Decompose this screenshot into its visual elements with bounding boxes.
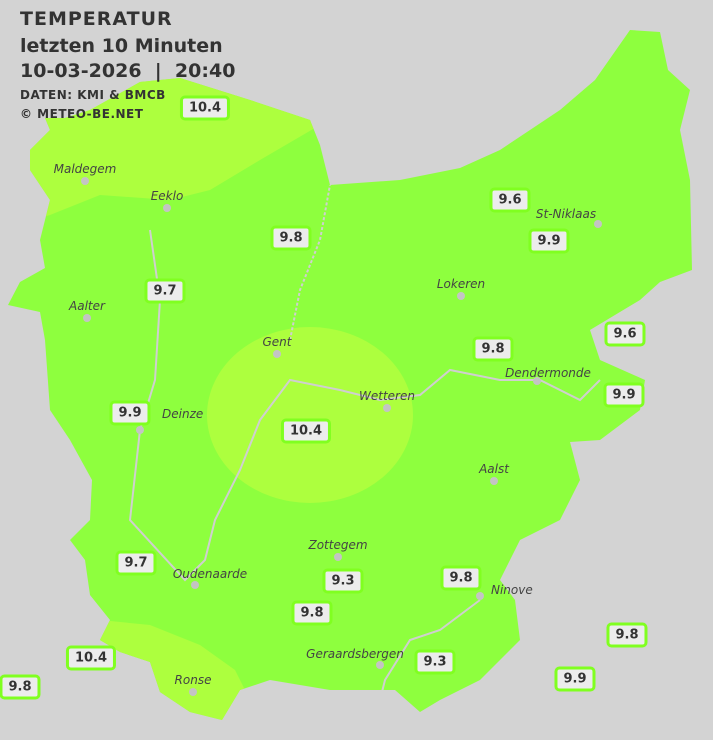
station-temperature[interactable]: 9.9	[109, 400, 151, 426]
city-label: Deinze	[162, 407, 204, 421]
station-temperature[interactable]: 9.6	[604, 321, 646, 347]
city-label: Eeklo	[150, 189, 184, 203]
city-dot	[476, 592, 484, 600]
station-temperature[interactable]: 10.4	[179, 95, 231, 121]
station-temperature[interactable]: 9.9	[603, 382, 645, 408]
city-dot	[191, 581, 199, 589]
city-label: Ninove	[491, 583, 533, 597]
station-temperature[interactable]: 9.3	[322, 568, 364, 594]
station-temperature[interactable]: 9.8	[270, 225, 312, 251]
city-label: Aalst	[479, 462, 509, 476]
city-dot	[136, 426, 144, 434]
data-source: DATEN: KMI & BMCB	[20, 88, 166, 102]
station-temperature[interactable]: 9.9	[554, 666, 596, 692]
city-label: Zottegem	[308, 538, 368, 552]
city-dot	[81, 177, 89, 185]
city-dot	[83, 314, 91, 322]
canal	[289, 184, 331, 341]
city-dot	[334, 553, 342, 561]
city-label: Wetteren	[359, 389, 415, 403]
station-temperature[interactable]: 9.8	[291, 600, 333, 626]
station-temperature[interactable]: 9.8	[472, 336, 514, 362]
station-temperature[interactable]: 9.7	[144, 278, 186, 304]
copyright: © METEO-BE.NET	[20, 107, 144, 121]
zone-10-11-center	[207, 327, 413, 503]
map-subtitle: letzten 10 Minuten	[20, 35, 223, 57]
station-temperature[interactable]: 10.4	[65, 645, 117, 671]
city-label: Aalter	[69, 299, 105, 313]
city-dot	[383, 404, 391, 412]
city-dot	[594, 220, 602, 228]
city-label: Dendermonde	[505, 366, 591, 380]
city-label: Ronse	[174, 673, 212, 687]
city-label: Oudenaarde	[172, 567, 248, 581]
river	[379, 599, 481, 701]
city-label: St-Niklaas	[535, 207, 597, 221]
station-temperature[interactable]: 9.6	[489, 187, 531, 213]
city-dot	[490, 477, 498, 485]
station-temperature[interactable]: 9.9	[528, 228, 570, 254]
map-datetime: 10-03-2026 | 20:40	[20, 60, 236, 82]
city-dot	[457, 292, 465, 300]
station-temperature[interactable]: 9.8	[606, 622, 648, 648]
station-temperature[interactable]: 9.3	[414, 649, 456, 675]
station-temperature[interactable]: 10.4	[280, 418, 332, 444]
city-dot	[533, 377, 541, 385]
city-label: Lokeren	[436, 277, 486, 291]
map-title: TEMPERATUR	[20, 8, 173, 30]
city-dot	[273, 350, 281, 358]
city-label: Maldegem	[53, 162, 117, 176]
city-dot	[163, 204, 171, 212]
station-temperature[interactable]: 9.8	[0, 674, 41, 700]
station-temperature[interactable]: 9.8	[440, 565, 482, 591]
city-label: Gent	[262, 335, 292, 349]
city-dot	[189, 688, 197, 696]
city-dot	[376, 661, 384, 669]
station-temperature[interactable]: 9.7	[115, 550, 157, 576]
city-label: Geraardsbergen	[306, 647, 404, 661]
